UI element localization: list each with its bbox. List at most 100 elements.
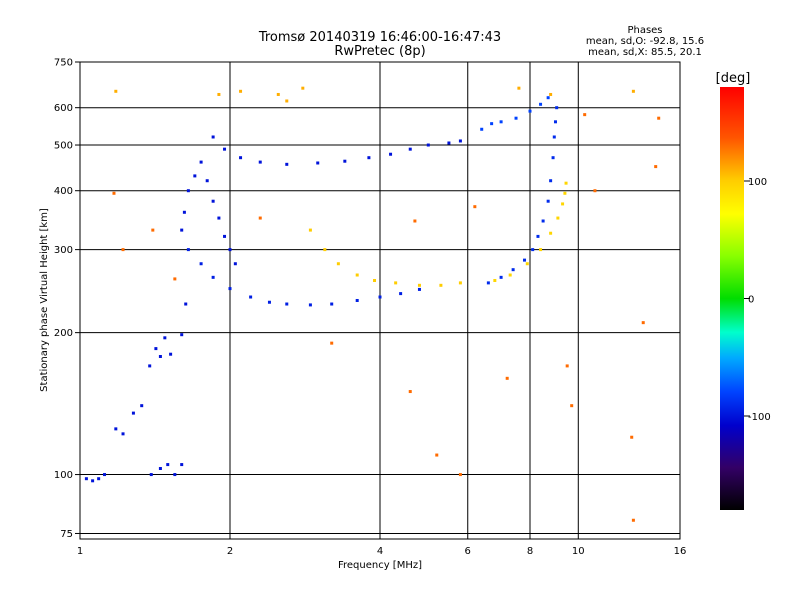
data-point — [499, 275, 503, 279]
data-point — [249, 295, 253, 299]
data-point — [121, 248, 125, 252]
data-point — [154, 347, 158, 351]
data-point — [330, 302, 334, 306]
data-point — [525, 262, 529, 266]
data-point — [486, 281, 490, 285]
chart-title: Tromsø 20140319 16:46:00-16:47:43 — [258, 30, 501, 45]
data-point — [539, 248, 543, 252]
data-point — [630, 435, 634, 439]
data-point — [641, 321, 645, 325]
data-point — [413, 219, 417, 223]
data-point — [140, 404, 144, 408]
data-point — [563, 191, 567, 195]
colorbar-ticks: 100 0 -100 — [744, 177, 771, 423]
data-point — [151, 228, 155, 232]
y-tick-label: 200 — [54, 328, 73, 339]
data-point — [258, 216, 262, 220]
x-tick-label: 8 — [527, 546, 533, 557]
y-tick-label: 100 — [54, 470, 73, 481]
data-point — [276, 92, 280, 96]
data-point — [389, 152, 393, 156]
data-point — [399, 292, 403, 296]
data-point — [555, 106, 559, 110]
data-point — [551, 156, 555, 160]
data-point — [308, 228, 312, 232]
data-point — [570, 404, 574, 408]
data-point — [343, 159, 347, 163]
data-point — [435, 453, 439, 457]
data-point — [541, 219, 545, 223]
data-point — [205, 179, 209, 183]
data-point — [378, 295, 382, 299]
data-point — [97, 477, 101, 481]
data-point — [355, 298, 359, 302]
data-point — [355, 273, 359, 277]
data-point — [546, 96, 550, 100]
data-point — [549, 231, 553, 235]
y-tick-label: 750 — [54, 58, 73, 69]
colorbar-tick-label: 100 — [748, 177, 767, 188]
data-point — [103, 473, 107, 477]
phases-stats-x: mean, sd,X: 85.5, 20.1 — [588, 47, 702, 58]
data-point — [199, 262, 203, 266]
data-point — [163, 336, 167, 340]
data-point — [193, 174, 197, 178]
y-tick-label: 500 — [54, 141, 73, 152]
data-point — [199, 160, 203, 164]
data-point — [493, 278, 497, 282]
data-point — [211, 135, 215, 139]
x-tick-label: 2 — [227, 546, 233, 557]
data-point — [184, 302, 188, 306]
data-point — [166, 463, 170, 467]
y-tick-label: 75 — [60, 529, 73, 540]
data-point — [417, 283, 421, 287]
data-point — [480, 127, 484, 131]
chart-subtitle: RwPretec (8p) — [334, 44, 425, 59]
y-tick-label: 400 — [54, 186, 73, 197]
data-point — [505, 376, 509, 380]
data-point — [233, 262, 237, 266]
data-point — [556, 216, 560, 220]
data-point — [458, 281, 462, 285]
axis-ticks: 1 2 4 6 8 10 16 75 100 200 300 400 500 600 750 — [54, 58, 686, 558]
colorbar-tick-label: 0 — [748, 295, 754, 306]
data-point — [211, 199, 215, 203]
data-point — [654, 165, 658, 169]
x-tick-label: 10 — [572, 546, 585, 557]
data-point — [508, 273, 512, 277]
data-point — [173, 473, 177, 477]
data-point — [112, 191, 116, 195]
data-point — [458, 473, 462, 477]
data-point — [546, 199, 550, 203]
data-point — [561, 202, 565, 206]
data-point — [631, 518, 635, 522]
data-point — [158, 354, 162, 358]
data-point — [549, 179, 553, 183]
data-point — [523, 258, 527, 262]
data-point — [186, 248, 190, 252]
y-axis-label: Stationary phase Virtual Height [km] — [39, 208, 50, 392]
data-point — [517, 86, 521, 90]
x-axis-label: Frequency [MHz] — [338, 560, 422, 571]
data-point — [531, 248, 535, 252]
data-point — [217, 216, 221, 220]
x-tick-label: 6 — [465, 546, 471, 557]
data-point — [564, 181, 568, 185]
data-point — [223, 234, 227, 238]
data-point — [148, 364, 152, 368]
data-points — [84, 86, 661, 522]
data-point — [408, 147, 412, 151]
x-tick-label: 1 — [77, 546, 83, 557]
data-point — [114, 89, 118, 93]
data-point — [499, 120, 503, 124]
data-point — [439, 283, 443, 287]
data-point — [182, 210, 186, 214]
colorbar-tick-label: -100 — [748, 412, 771, 423]
data-point — [552, 135, 556, 139]
data-point — [583, 113, 587, 117]
y-tick-label: 300 — [54, 245, 73, 256]
data-point — [228, 287, 232, 291]
data-point — [173, 277, 177, 281]
data-point — [223, 147, 227, 151]
data-point — [490, 122, 494, 126]
